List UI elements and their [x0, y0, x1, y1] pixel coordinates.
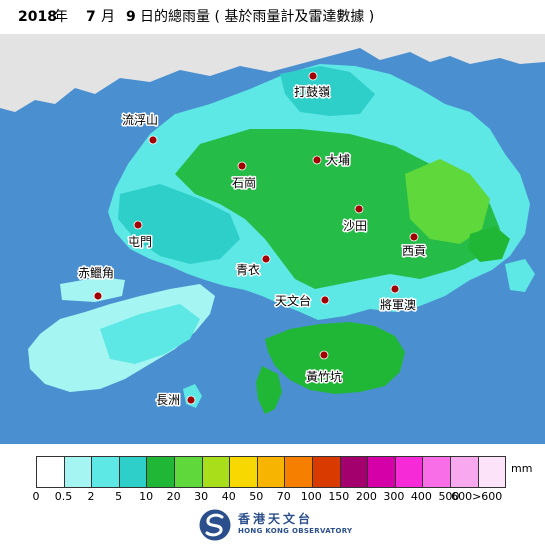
legend-tick-label: 300	[383, 490, 405, 503]
observatory-name-zh: 香港天文台	[238, 512, 314, 526]
station-marker-tsing-yi[interactable]	[261, 254, 271, 264]
rain-band-ne	[280, 66, 375, 116]
legend-tick-label: 600>600	[451, 490, 503, 503]
legend-tick-label: 2	[87, 490, 95, 503]
title-month-suffix: 月	[101, 9, 115, 25]
station-label-tseung-kwan-o: 將軍澳	[380, 297, 416, 312]
station-marker-tseung-kwan-o[interactable]	[390, 284, 400, 294]
legend-swatch	[312, 457, 341, 487]
legend-swatch	[423, 457, 451, 487]
legend-tick-label: 0	[32, 490, 40, 503]
title-day: 9	[126, 9, 136, 25]
station-label-tuen-mun: 屯門	[128, 235, 152, 249]
legend-tick-label: 200	[355, 490, 377, 503]
station-marker-ta-kwu-ling[interactable]	[308, 71, 318, 81]
station-marker-chek-lap-kok[interactable]	[93, 291, 103, 301]
legend-swatch	[174, 457, 203, 487]
legend-tick-label: 500	[438, 490, 460, 503]
station-marker-cheung-chau[interactable]	[186, 395, 196, 405]
observatory-logo[interactable]: 香港天文台 HONG KONG OBSERVATORY	[198, 508, 378, 542]
station-marker-wong-chuk-hang[interactable]	[319, 350, 329, 360]
east-islands	[505, 259, 535, 292]
observatory-emblem-icon	[199, 509, 231, 541]
station-marker-tai-po[interactable]	[312, 155, 322, 165]
rainfall-map[interactable]: 打鼓嶺流浮山大埔石崗沙田屯門西貢青衣 赤鱲角天文台 將軍澳黃竹坑長洲	[0, 34, 545, 444]
station-marker-sai-kung[interactable]	[409, 232, 419, 242]
legend-swatch	[478, 457, 506, 487]
legend-tick-label: 30	[194, 490, 209, 503]
legend-tick-label: 40	[221, 490, 236, 503]
title-year: 2018	[18, 9, 57, 25]
legend-unit: mm	[511, 462, 533, 475]
station-label-tsing-yi: 青衣	[236, 262, 260, 277]
title-month: 7	[86, 9, 96, 25]
legend-tick-label: 150	[328, 490, 350, 503]
hong-kong-island	[265, 322, 405, 394]
legend-tick-label: 10	[139, 490, 154, 503]
legend-swatch	[147, 457, 175, 487]
legend-swatch	[119, 457, 148, 487]
station-marker-sha-tin[interactable]	[354, 204, 364, 214]
legend-swatch	[450, 457, 479, 487]
station-label-shek-kong: 石崗	[232, 176, 256, 190]
legend-tick-label: 20	[166, 490, 181, 503]
lamma-island	[256, 366, 282, 414]
station-marker-observatory[interactable]	[320, 295, 330, 305]
rain-band-40	[405, 159, 490, 244]
legend-swatch	[368, 457, 396, 487]
legend-swatch	[230, 457, 258, 487]
station-label-tai-po: 大埔	[326, 153, 350, 167]
legend-swatch	[340, 457, 369, 487]
map-title: 2018 年 7 月 9 日的總雨量 ( 基於雨量計及雷達數據 )	[0, 4, 545, 30]
legend-swatch	[257, 457, 286, 487]
airport-island	[60, 277, 125, 302]
title-year-suffix: 年	[54, 9, 68, 25]
legend-swatch	[202, 457, 231, 487]
station-label-lau-fau-shan: 流浮山	[122, 113, 158, 127]
rain-band-30	[118, 184, 240, 264]
legend-swatch	[37, 457, 65, 487]
station-label-chek-lap-kok: 赤鱲角	[78, 266, 114, 280]
station-marker-shek-kong[interactable]	[237, 161, 247, 171]
observatory-name-en: HONG KONG OBSERVATORY	[238, 527, 353, 535]
rainfall-legend	[36, 456, 506, 488]
legend-swatch	[395, 457, 424, 487]
sai-kung-islands	[468, 226, 510, 262]
title-rest: 日的總雨量 ( 基於雨量計及雷達數據 )	[140, 9, 375, 25]
legend-swatch	[92, 457, 120, 487]
legend-tick-label: 70	[276, 490, 291, 503]
station-label-sai-kung: 西貢	[402, 244, 426, 258]
legend-swatch	[285, 457, 313, 487]
legend-tick-label: 5	[115, 490, 123, 503]
station-marker-lau-fau-shan[interactable]	[148, 135, 158, 145]
station-label-sha-tin: 沙田	[343, 219, 367, 233]
station-label-observatory: 天文台	[275, 293, 311, 308]
mainland-shape	[0, 34, 545, 112]
legend-tick-label: 50	[249, 490, 264, 503]
legend-tick-label: 100	[300, 490, 322, 503]
station-label-cheung-chau: 長洲	[156, 393, 180, 407]
legend-ticks: 0 0.5 2 5 10 20 30 40 50 70 100 150 200 300 400 500 600>…	[0, 490, 545, 506]
lantau-band	[100, 304, 200, 364]
legend-tick-label: 400	[410, 490, 432, 503]
legend-swatch	[64, 457, 93, 487]
station-label-wong-chuk-hang: 黃竹坑	[306, 369, 342, 384]
station-label-ta-kwu-ling: 打鼓嶺	[294, 85, 330, 99]
station-marker-tuen-mun[interactable]	[133, 220, 143, 230]
legend-tick-label: 0.5	[54, 490, 73, 503]
